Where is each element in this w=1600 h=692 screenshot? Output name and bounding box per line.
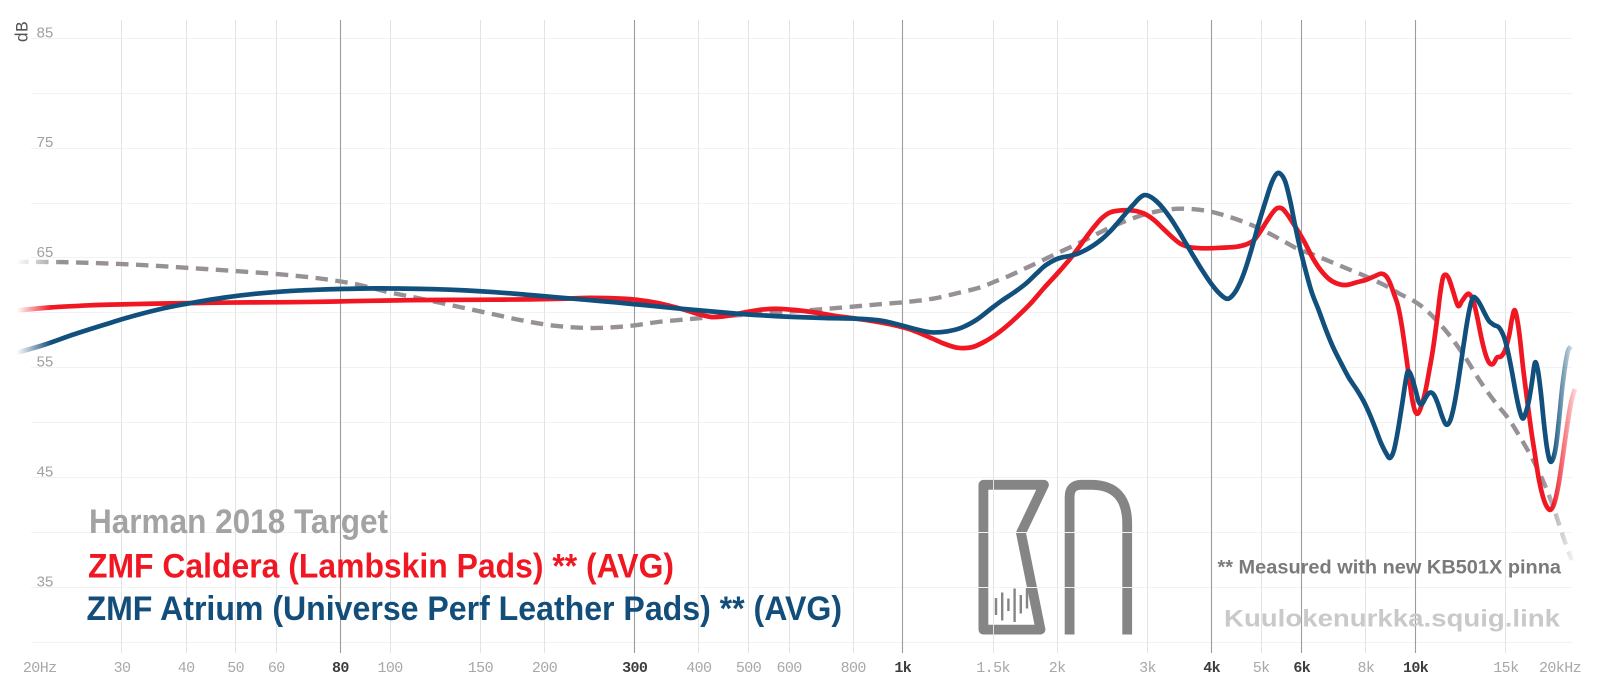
svg-text:40: 40 [178,660,195,677]
svg-text:Kuulokenurkka.squig.link: Kuulokenurkka.squig.link [1224,606,1561,633]
svg-text:35: 35 [36,574,53,591]
svg-text:** Measured with new KB501X pi: ** Measured with new KB501X pinna [1218,557,1562,579]
svg-text:50: 50 [227,660,244,677]
svg-text:3k: 3k [1139,660,1156,677]
svg-text:30: 30 [114,660,131,677]
svg-text:300: 300 [622,660,648,677]
svg-text:10k: 10k [1403,660,1429,677]
svg-text:85: 85 [36,25,53,42]
svg-text:4k: 4k [1203,660,1220,677]
svg-text:6k: 6k [1293,660,1310,677]
svg-text:100: 100 [377,660,403,677]
svg-text:800: 800 [841,660,867,677]
svg-text:60: 60 [268,660,285,677]
svg-text:80: 80 [332,660,349,677]
svg-text:55: 55 [36,355,53,372]
svg-text:15k: 15k [1493,660,1519,677]
svg-text:500: 500 [736,660,762,677]
svg-text:20kHz: 20kHz [1539,660,1581,677]
svg-text:150: 150 [468,660,494,677]
svg-text:20Hz: 20Hz [23,660,57,677]
svg-text:1k: 1k [894,660,911,677]
svg-text:dB: dB [14,22,34,43]
svg-text:45: 45 [36,465,53,482]
svg-text:1.5k: 1.5k [976,660,1010,677]
svg-text:200: 200 [532,660,558,677]
svg-text:2k: 2k [1049,660,1066,677]
svg-text:75: 75 [36,135,53,152]
svg-text:ZMF Atrium (Universe Perf Leat: ZMF Atrium (Universe Perf Leather Pads) … [87,590,843,628]
svg-text:65: 65 [36,245,53,262]
svg-text:5k: 5k [1253,660,1270,677]
svg-text:600: 600 [776,660,802,677]
svg-text:8k: 8k [1357,660,1374,677]
svg-text:ZMF Caldera (Lambskin Pads) **: ZMF Caldera (Lambskin Pads) ** (AVG) [88,547,674,585]
svg-text:400: 400 [686,660,712,677]
svg-text:Harman 2018 Target: Harman 2018 Target [89,503,388,541]
